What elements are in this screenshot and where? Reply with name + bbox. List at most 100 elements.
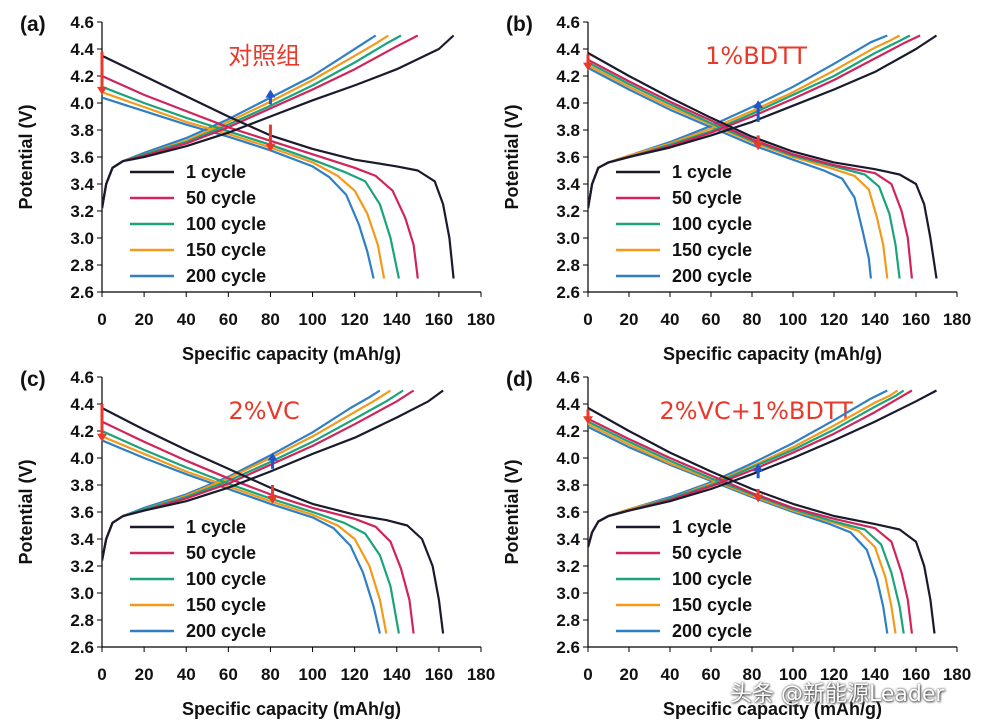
x-tick-label: 40 bbox=[661, 310, 680, 329]
x-tick-label: 40 bbox=[177, 310, 196, 329]
y-tick-label: 2.8 bbox=[70, 256, 94, 275]
charge-curve bbox=[588, 389, 938, 548]
x-tick-label: 160 bbox=[902, 310, 930, 329]
legend-label: 200 cycle bbox=[672, 266, 752, 286]
y-tick-label: 3.2 bbox=[556, 202, 580, 221]
x-tick-label: 100 bbox=[779, 310, 807, 329]
y-tick-label: 3.0 bbox=[556, 584, 580, 603]
discharge-curve bbox=[588, 64, 889, 279]
y-tick-label: 3.6 bbox=[70, 148, 94, 167]
fade-arrow bbox=[97, 404, 107, 442]
x-tick-label: 20 bbox=[620, 665, 639, 684]
curves bbox=[588, 389, 938, 634]
discharge-curve bbox=[588, 425, 889, 634]
panel-4: 2.6 2.8 3.0 3.2 3.4 3.6 3.8 4.0 4.2 4.4 4.6 0 20 40 60… bbox=[502, 368, 971, 719]
y-tick-label: 2.6 bbox=[70, 638, 94, 657]
y-tick-label: 4.6 bbox=[556, 13, 580, 32]
discharge-shift-arrow bbox=[753, 489, 764, 503]
x-tick-label: 180 bbox=[943, 665, 971, 684]
legend-label: 1 cycle bbox=[186, 517, 246, 537]
charge-shift-arrow bbox=[753, 100, 764, 122]
x-tick-label: 180 bbox=[943, 310, 971, 329]
curves bbox=[102, 389, 445, 634]
x-tick-label: 40 bbox=[177, 665, 196, 684]
x-axis-label: Specific capacity (mAh/g) bbox=[663, 699, 882, 719]
y-tick-label: 4.0 bbox=[556, 449, 580, 468]
watermark-text: 头条 @新能源Leader bbox=[730, 682, 945, 707]
discharge-curve bbox=[102, 435, 388, 634]
legend-label: 1 cycle bbox=[186, 162, 246, 182]
x-tick-label: 20 bbox=[135, 665, 154, 684]
y-tick-label: 4.4 bbox=[70, 40, 94, 59]
x-tick-label: 0 bbox=[97, 665, 106, 684]
x-tick-label: 140 bbox=[383, 665, 411, 684]
discharge-shift-arrow bbox=[753, 135, 764, 151]
legend-label: 200 cycle bbox=[186, 266, 266, 286]
y-tick-label: 4.6 bbox=[70, 368, 94, 387]
discharge-curve bbox=[102, 407, 445, 634]
panel-2: 2.6 2.8 3.0 3.2 3.4 3.6 3.8 4.0 4.2 4.4 4.6 0 20 40 60… bbox=[502, 13, 971, 364]
y-tick-label: 3.4 bbox=[70, 530, 94, 549]
y-tick-label: 3.4 bbox=[70, 175, 94, 194]
discharge-curve bbox=[588, 420, 905, 634]
discharge-curve bbox=[588, 407, 936, 634]
x-tick-label: 40 bbox=[661, 665, 680, 684]
fade-arrow bbox=[583, 409, 593, 425]
y-tick-label: 3.8 bbox=[556, 476, 580, 495]
y-tick-label: 4.2 bbox=[556, 67, 580, 86]
x-tick-label: 120 bbox=[820, 665, 848, 684]
x-tick-label: 60 bbox=[702, 665, 721, 684]
x-tick-label: 80 bbox=[743, 665, 762, 684]
x-axis-label: Specific capacity (mAh/g) bbox=[663, 344, 882, 364]
y-tick-label: 3.4 bbox=[556, 530, 580, 549]
discharge-curve bbox=[588, 423, 897, 634]
x-tick-label: 20 bbox=[620, 310, 639, 329]
y-tick-label: 3.2 bbox=[70, 202, 94, 221]
curves bbox=[588, 34, 938, 279]
x-tick-label: 80 bbox=[261, 310, 280, 329]
fade-arrow bbox=[583, 54, 593, 71]
discharge-curve bbox=[102, 54, 455, 279]
y-tick-label: 3.6 bbox=[70, 503, 94, 522]
fade-arrow bbox=[97, 51, 107, 95]
discharge-curve bbox=[102, 74, 419, 279]
discharge-curve bbox=[102, 420, 415, 634]
legend-label: 100 cycle bbox=[186, 214, 266, 234]
charge-curve bbox=[102, 389, 444, 561]
y-tick-label: 3.8 bbox=[70, 121, 94, 140]
x-tick-label: 140 bbox=[861, 310, 889, 329]
y-axis-label: Potential (V) bbox=[16, 104, 36, 209]
y-tick-label: 4.4 bbox=[556, 40, 580, 59]
legend-label: 150 cycle bbox=[672, 240, 752, 260]
y-tick-label: 3.8 bbox=[70, 476, 94, 495]
y-tick-label: 2.6 bbox=[556, 283, 580, 302]
y-tick-label: 4.2 bbox=[70, 422, 94, 441]
legend-label: 100 cycle bbox=[186, 569, 266, 589]
discharge-shift-arrow bbox=[267, 485, 278, 504]
x-tick-label: 120 bbox=[340, 310, 368, 329]
charge-shift-arrow bbox=[265, 89, 276, 105]
x-axis-label: Specific capacity (mAh/g) bbox=[182, 699, 401, 719]
discharge-curve bbox=[588, 61, 901, 279]
discharge-curve bbox=[102, 429, 400, 634]
x-tick-label: 20 bbox=[135, 310, 154, 329]
y-tick-label: 4.0 bbox=[70, 94, 94, 113]
panel-1: 2.6 2.8 3.0 3.2 3.4 3.6 3.8 4.0 4.2 4.4 4.6 0 20 40 60… bbox=[16, 13, 495, 364]
discharge-shift-arrow bbox=[265, 124, 276, 152]
y-tick-label: 3.2 bbox=[70, 557, 94, 576]
legend-label: 150 cycle bbox=[186, 240, 266, 260]
y-axis-label: Potential (V) bbox=[502, 104, 522, 209]
legend-label: 50 cycle bbox=[672, 188, 742, 208]
panel-3: 2.6 2.8 3.0 3.2 3.4 3.6 3.8 4.0 4.2 4.4 4.6 0 20 40 60… bbox=[16, 368, 495, 719]
discharge-curve bbox=[102, 91, 386, 279]
x-tick-label: 100 bbox=[298, 665, 326, 684]
condition-label: 1%BDTT bbox=[705, 42, 807, 70]
y-tick-label: 3.4 bbox=[556, 175, 580, 194]
x-tick-label: 160 bbox=[425, 665, 453, 684]
y-tick-label: 2.6 bbox=[70, 283, 94, 302]
x-tick-label: 160 bbox=[902, 665, 930, 684]
y-tick-label: 2.8 bbox=[556, 256, 580, 275]
x-tick-label: 140 bbox=[861, 665, 889, 684]
y-tick-label: 4.4 bbox=[70, 395, 94, 414]
curves bbox=[102, 34, 455, 279]
